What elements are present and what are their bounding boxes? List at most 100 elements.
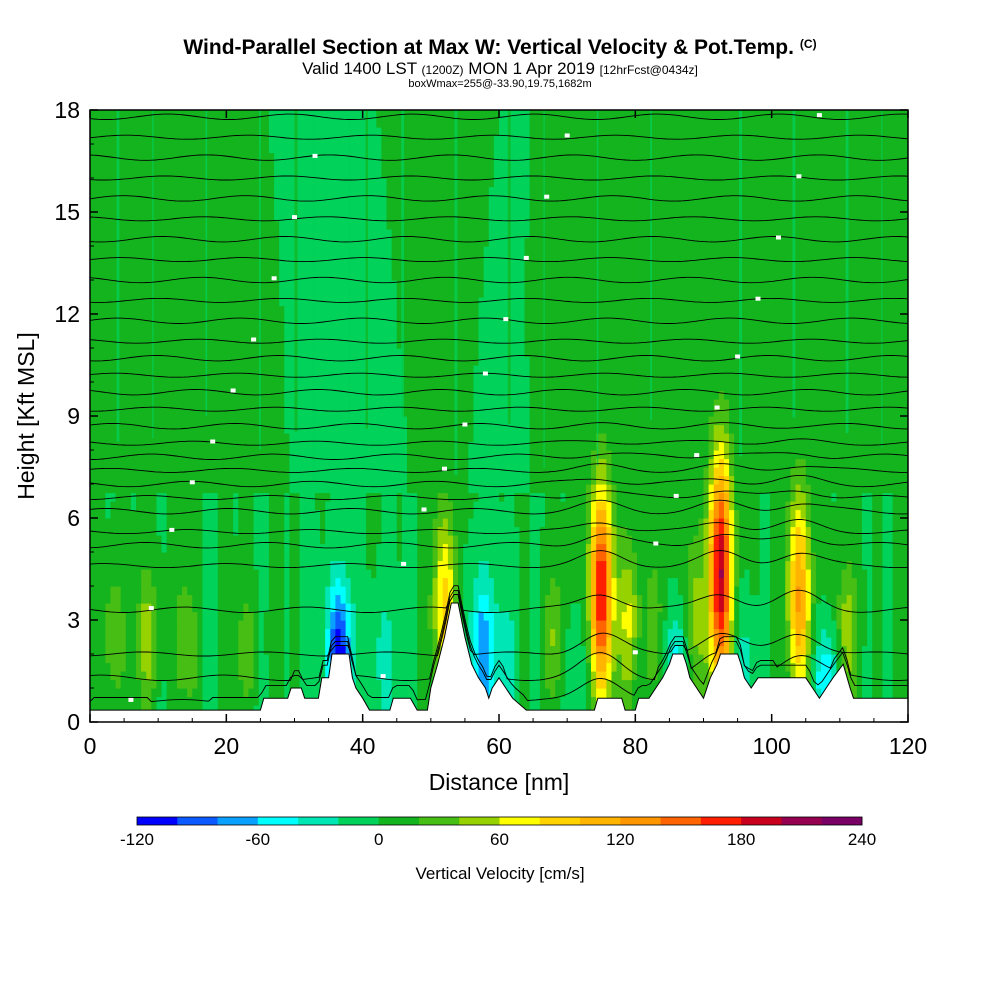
velocity-cell <box>289 458 296 468</box>
velocity-cell <box>120 220 127 230</box>
velocity-cell <box>386 237 393 247</box>
velocity-cell <box>212 331 219 341</box>
velocity-cell <box>325 407 331 417</box>
velocity-cell <box>161 586 168 596</box>
velocity-cell <box>279 484 285 494</box>
velocity-cell <box>401 416 408 426</box>
velocity-cell <box>243 322 250 332</box>
velocity-cell <box>238 305 244 315</box>
velocity-cell <box>243 161 250 171</box>
velocity-cell <box>243 229 250 239</box>
velocity-cell <box>176 577 183 587</box>
velocity-cell <box>105 348 112 358</box>
velocity-cell <box>95 705 101 715</box>
velocity-cell <box>136 679 142 689</box>
velocity-cell <box>130 577 137 587</box>
velocity-cell <box>325 271 331 281</box>
velocity-cell <box>187 288 193 298</box>
velocity-cell <box>366 288 372 298</box>
velocity-cell <box>238 560 244 570</box>
velocity-cell <box>110 263 117 273</box>
velocity-cell <box>268 152 275 162</box>
velocity-cell <box>95 169 101 179</box>
velocity-cell <box>427 314 434 324</box>
velocity-cell <box>228 654 234 664</box>
velocity-cell <box>309 679 316 689</box>
velocity-cell <box>258 543 265 553</box>
velocity-cell <box>284 322 290 332</box>
velocity-cell <box>371 356 377 366</box>
velocity-cell <box>376 441 383 451</box>
velocity-cell <box>355 152 362 162</box>
velocity-cell <box>100 441 106 451</box>
velocity-cell <box>371 365 377 375</box>
velocity-cell <box>156 671 163 681</box>
velocity-cell <box>207 161 214 171</box>
velocity-cell <box>187 484 193 494</box>
velocity-cell <box>274 297 280 307</box>
velocity-cell <box>100 552 106 562</box>
velocity-cell <box>192 696 198 706</box>
velocity-cell <box>197 458 204 468</box>
velocity-cell <box>156 577 163 587</box>
velocity-cell <box>396 628 403 638</box>
velocity-cell <box>396 433 403 443</box>
velocity-cell <box>136 271 142 281</box>
velocity-cell <box>274 144 280 154</box>
velocity-cell <box>141 424 147 434</box>
velocity-cell <box>406 127 413 137</box>
velocity-cell <box>136 543 142 553</box>
velocity-cell <box>376 560 383 570</box>
velocity-cell <box>141 560 147 570</box>
velocity-cell <box>289 382 296 392</box>
velocity-cell <box>136 645 142 655</box>
velocity-cell <box>161 127 168 137</box>
velocity-cell <box>274 152 280 162</box>
velocity-cell <box>304 373 311 383</box>
velocity-cell <box>141 356 147 366</box>
velocity-cell <box>166 110 173 120</box>
velocity-cell <box>115 535 122 545</box>
velocity-cell <box>294 645 301 655</box>
velocity-cell <box>340 297 347 307</box>
velocity-cell <box>202 331 209 341</box>
velocity-cell <box>248 144 255 154</box>
velocity-cell <box>192 594 198 604</box>
velocity-cell <box>207 373 214 383</box>
velocity-cell <box>360 339 367 349</box>
velocity-cell <box>151 280 158 290</box>
velocity-cell <box>207 416 214 426</box>
velocity-cell <box>125 407 132 417</box>
velocity-cell <box>207 203 214 213</box>
velocity-cell <box>406 620 413 630</box>
velocity-cell <box>386 662 393 672</box>
velocity-cell <box>120 195 127 205</box>
velocity-cell <box>386 518 393 528</box>
velocity-cell <box>197 195 204 205</box>
velocity-cell <box>320 535 326 545</box>
velocity-cell <box>115 705 122 715</box>
velocity-cell <box>166 645 173 655</box>
velocity-cell <box>238 322 244 332</box>
velocity-cell <box>222 288 229 298</box>
velocity-cell <box>432 135 439 145</box>
velocity-cell <box>222 543 229 553</box>
velocity-cell <box>217 271 224 281</box>
velocity-cell <box>141 365 147 375</box>
velocity-cell <box>151 399 158 409</box>
velocity-cell <box>161 356 168 366</box>
velocity-cell <box>100 526 106 536</box>
velocity-cell <box>248 569 255 579</box>
velocity-cell <box>432 220 439 230</box>
velocity-cell <box>187 569 193 579</box>
velocity-cell <box>304 297 311 307</box>
velocity-cell <box>156 645 163 655</box>
velocity-cell <box>253 305 260 315</box>
velocity-cell <box>391 118 398 128</box>
velocity-cell <box>391 195 398 205</box>
velocity-cell <box>233 586 239 596</box>
velocity-cell <box>268 331 275 341</box>
velocity-cell <box>427 263 434 273</box>
velocity-cell <box>350 450 357 460</box>
velocity-cell <box>151 373 158 383</box>
